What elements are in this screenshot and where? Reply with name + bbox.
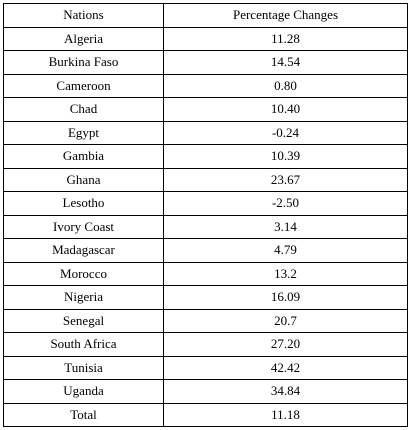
table-row: Morocco 13.2 [3,261,408,286]
value-cell: 20.7 [163,308,408,333]
nation-cell: Total [3,402,164,427]
nation-cell: South Africa [3,332,164,357]
table-row: Tunisia 42.42 [3,355,408,380]
nation-cell: Nigeria [3,285,164,310]
value-cell: 4.79 [163,238,408,263]
header-row: Nations Percentage Changes [3,3,408,28]
value-cell: -2.50 [163,191,408,216]
nation-cell: Senegal [3,308,164,333]
nation-cell: Morocco [3,261,164,286]
value-cell: 16.09 [163,285,408,310]
value-cell: 10.39 [163,144,408,169]
table-row: Ivory Coast 3.14 [3,214,408,239]
nation-cell: Lesotho [3,191,164,216]
table-row: Algeria 11.28 [3,26,408,51]
header-cell: Nations [3,3,164,28]
value-cell: 11.18 [163,402,408,427]
nation-cell: Tunisia [3,355,164,380]
table-row: Chad 10.40 [3,97,408,122]
table-row: Cameroon 0.80 [3,73,408,98]
table-row: Uganda 34.84 [3,379,408,404]
nation-cell: Gambia [3,144,164,169]
nation-cell: Cameroon [3,73,164,98]
table-row: South Africa 27.20 [3,332,408,357]
table-row: Burkina Faso 14.54 [3,50,408,75]
table-row: Gambia 10.39 [3,144,408,169]
value-cell: -0.24 [163,120,408,145]
table-row: Lesotho -2.50 [3,191,408,216]
header-cell: Percentage Changes [163,3,408,28]
table-row: Senegal 20.7 [3,308,408,333]
value-cell: 11.28 [163,26,408,51]
table-row: Egypt -0.24 [3,120,408,145]
table-row: Nigeria 16.09 [3,285,408,310]
data-table: Nations Percentage Changes Algeria 11.28 B… [3,3,408,427]
table-row: Ghana 23.67 [3,167,408,192]
value-cell: 10.40 [163,97,408,122]
nation-cell: Egypt [3,120,164,145]
nation-cell: Ivory Coast [3,214,164,239]
table-row: Madagascar 4.79 [3,238,408,263]
nation-cell: Uganda [3,379,164,404]
value-cell: 14.54 [163,50,408,75]
nation-cell: Ghana [3,167,164,192]
table-row: Total 11.18 [3,402,408,427]
value-cell: 23.67 [163,167,408,192]
value-cell: 42.42 [163,355,408,380]
nation-cell: Madagascar [3,238,164,263]
table-header: Nations Percentage Changes [3,3,408,28]
nation-cell: Algeria [3,26,164,51]
nation-cell: Burkina Faso [3,50,164,75]
value-cell: 13.2 [163,261,408,286]
table-body: Algeria 11.28 Burkina Faso 14.54 Cameroon 0.8… [3,26,408,427]
value-cell: 27.20 [163,332,408,357]
value-cell: 3.14 [163,214,408,239]
nation-cell: Chad [3,97,164,122]
value-cell: 0.80 [163,73,408,98]
value-cell: 34.84 [163,379,408,404]
